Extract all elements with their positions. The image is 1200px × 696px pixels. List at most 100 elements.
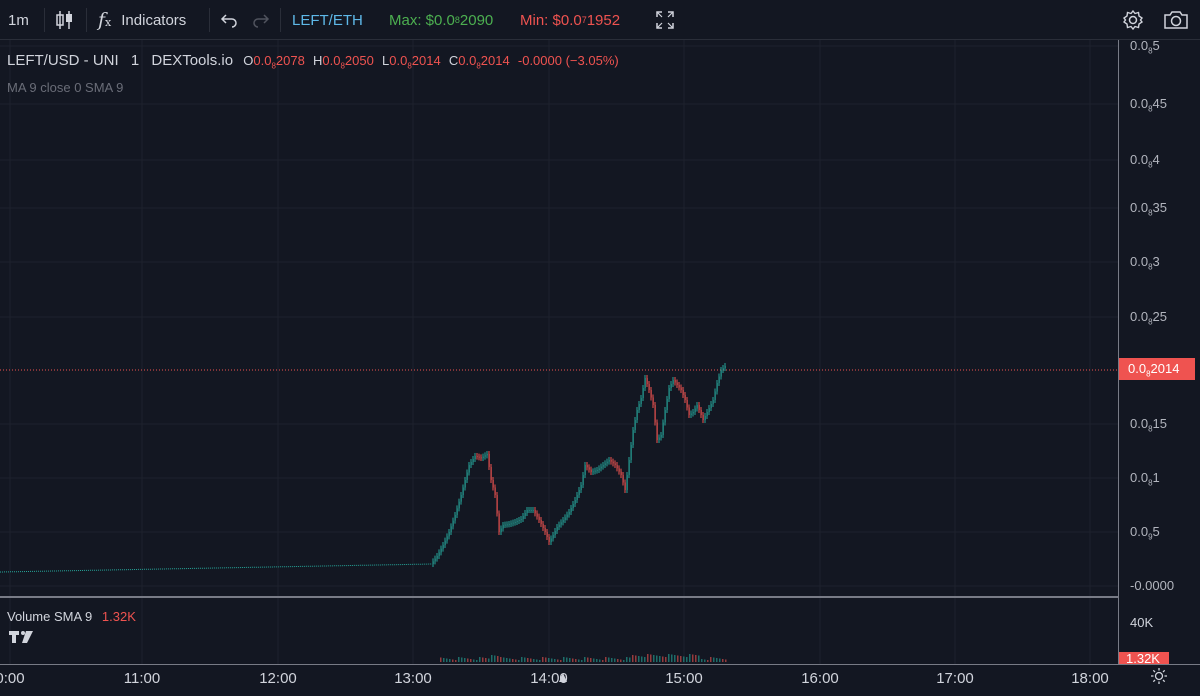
candle-body [642,388,644,398]
time-axis-label: 0:00 [0,670,25,687]
volume-bar [695,655,697,662]
candle-body [530,510,532,511]
volume-bar [491,655,493,662]
ma-legend[interactable]: MA 9 close 0 SMA 9 [7,80,124,95]
candle-body [638,404,640,410]
low-tail: 2014 [411,53,441,68]
volume-bar [584,657,586,662]
candle-body [604,463,606,465]
candle-body [612,461,614,464]
volume-axis-label: 40K [1130,615,1154,630]
candle-body [712,400,714,404]
candle-body [492,480,494,488]
candle-body [704,416,706,420]
candle-body [524,513,526,516]
current-price-sub: 8 [1146,369,1151,379]
candle-body [590,469,592,472]
price-chart-pane[interactable] [0,40,1118,596]
volume-bar [530,658,532,662]
candle-body [698,405,700,410]
volume-bar [707,660,709,662]
volume-bar [575,659,577,662]
candle-body [608,460,610,462]
low-sub: 8 [407,61,412,71]
candle-body [432,561,434,564]
volume-bar [554,659,556,662]
volume-pane[interactable]: Volume SMA 9 1.32K [0,598,1118,664]
settings-button[interactable] [1122,0,1144,40]
candle-body [534,510,536,514]
sun-settings-icon [1151,668,1167,684]
price-axis-label: 0.095 [1130,524,1160,542]
candle-body [640,398,642,404]
close-tail: 2014 [480,53,510,68]
chart-type-button[interactable] [54,0,76,40]
candle-body [436,556,438,559]
volume-bar [581,660,583,662]
price-axis-label: 0.085 [1130,38,1160,56]
max-price: Max: $0.0 8 2090 [389,0,493,40]
candle-body [632,430,634,445]
candle-body [722,368,724,370]
redo-button[interactable] [252,0,270,40]
volume-bar [569,658,571,662]
volume-bar [713,657,715,662]
candle-body [652,397,654,405]
price-chart-canvas[interactable] [0,40,1118,596]
candle-body [562,520,564,523]
volume-bar [650,654,652,662]
undo-button[interactable] [220,0,238,40]
fullscreen-button[interactable] [655,0,675,40]
legend-low: L0.082014 [382,53,441,71]
toolbar-divider [44,8,45,32]
candle-body [472,459,474,462]
volume-bar [479,657,481,662]
candle-body [450,526,452,532]
price-axis[interactable] [1118,40,1200,664]
price-axis-label: 0.084 [1130,152,1160,170]
volume-bar [551,658,553,662]
volume-bar [668,654,670,662]
candle-body [684,395,686,400]
volume-bar [548,658,550,662]
candle-body [578,490,580,495]
time-scroll-marker-icon[interactable] [559,673,567,682]
candle-body [660,435,662,438]
toolbar-divider [86,8,87,32]
candle-body [458,501,460,509]
pair-link[interactable]: LEFT/ETH [292,0,363,40]
time-axis-label: 15:00 [665,670,703,687]
candle-body [478,456,480,458]
time-axis[interactable] [0,664,1200,696]
volume-bar [605,657,607,662]
volume-bar [602,660,604,662]
interval-selector[interactable]: 1m [8,0,29,40]
legend-symbol[interactable]: LEFT/USD - UNI [7,52,119,69]
volume-bar [701,659,703,662]
candle-body [672,380,674,384]
candle-body [600,466,602,469]
volume-bar [557,659,559,662]
volume-bar [599,659,601,662]
indicators-button[interactable]: fx Indicators [98,0,186,40]
candle-body [658,437,660,440]
volume-bar [635,655,637,662]
candle-body [566,514,568,518]
candle-body [494,487,496,495]
candle-body [576,495,578,500]
candle-body [466,472,468,480]
candle-body [710,404,712,408]
volume-bar [623,660,625,662]
axis-settings-button[interactable] [1150,667,1168,690]
candle-body [686,400,688,408]
screenshot-button[interactable] [1163,0,1189,40]
candle-body [628,460,630,475]
candle-body [462,487,464,495]
pane-separator[interactable] [0,596,1200,598]
candle-body [606,461,608,464]
volume-bar [545,657,547,662]
tradingview-logo[interactable] [8,629,38,650]
candle-body [700,410,702,415]
volume-legend[interactable]: Volume SMA 9 1.32K [7,609,136,624]
candle-body [598,468,600,470]
